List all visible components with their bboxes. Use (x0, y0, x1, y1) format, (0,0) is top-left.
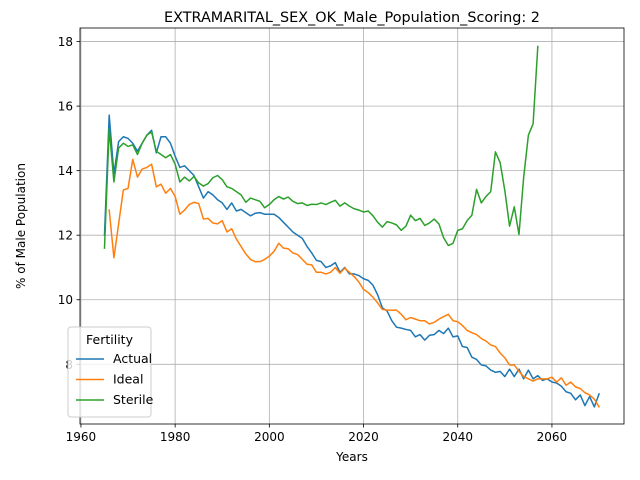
x-tick-label: 2040 (442, 430, 473, 444)
x-tick-label: 2000 (254, 430, 285, 444)
legend: Fertility Actual Ideal Sterile (67, 326, 154, 418)
series-line-ideal (108, 158, 601, 408)
x-tick-label: 2020 (348, 430, 379, 444)
legend-label-actual: Actual (113, 351, 152, 366)
y-axis-label: % of Male Population (14, 163, 28, 289)
series-lines (103, 45, 601, 408)
y-tick-label: 10 (58, 293, 73, 307)
x-tick-label: 1960 (66, 430, 97, 444)
legend-box (67, 326, 152, 418)
legend-entries: Actual Ideal Sterile (76, 351, 154, 407)
plot-frame (79, 27, 625, 425)
y-tick-label: 14 (58, 164, 73, 178)
chart-title: EXTRAMARITAL_SEX_OK_Male_Population_Scor… (164, 10, 540, 26)
y-tick-label: 12 (58, 229, 73, 243)
series-line-sterile (103, 45, 539, 249)
x-tick-label: 1980 (160, 430, 191, 444)
legend-title: Fertility (86, 332, 134, 347)
legend-label-ideal: Ideal (113, 372, 143, 387)
legend-label-sterile: Sterile (113, 392, 154, 407)
y-tick-label: 16 (58, 100, 73, 114)
x-axis-label: Years (335, 450, 368, 464)
y-tick-label: 18 (58, 35, 73, 49)
grid-lines (80, 28, 624, 424)
axis-ticks: 19601980200020202040206081012141618 (58, 35, 567, 444)
x-tick-label: 2060 (537, 430, 568, 444)
